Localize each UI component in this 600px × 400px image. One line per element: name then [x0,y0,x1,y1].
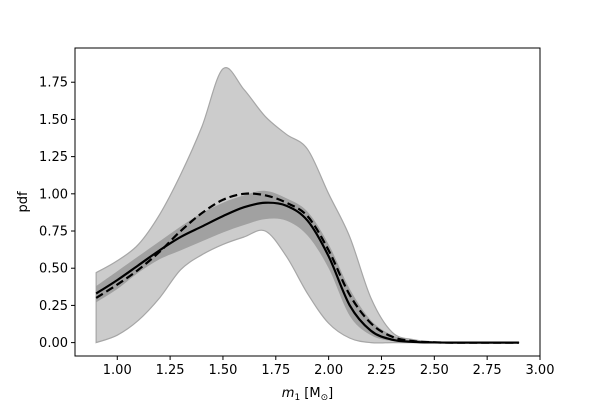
plot-area [74,47,541,357]
x-tick-label: 2.50 [420,363,449,378]
y-tick-label: 0.00 [39,336,68,351]
dashed-pdf-line [95,192,519,344]
x-tick-label: 1.25 [156,363,185,378]
plot-frame [74,47,541,357]
x-axis-label-unit-sub: ⊙ [321,393,329,400]
pdf-lines [95,192,519,344]
y-tick-label: 1.00 [39,187,68,202]
x-axis-label-var: m [282,386,295,400]
x-tick-label: 1.50 [208,363,237,378]
y-tick-label: 0.25 [39,299,68,314]
y-tick-label: 1.75 [39,76,68,91]
x-tick-label: 2.25 [367,363,396,378]
x-tick-label: 1.75 [261,363,290,378]
outer-credible-band [95,67,520,344]
x-tick-label: 2.00 [314,363,343,378]
y-axis-ticks: 0.00 0.25 0.50 0.75 1.00 1.25 1.50 1.75 [39,76,75,351]
x-axis-label-close: ] [328,386,333,400]
y-axis-label: pdf [16,191,31,213]
credible-bands [95,67,520,344]
x-tick-label: 1.00 [103,363,132,378]
x-axis-label: m1 [M⊙] [282,386,333,400]
y-tick-label: 0.50 [39,262,68,277]
inner-credible-band [96,190,519,343]
y-tick-label: 1.25 [39,150,68,165]
x-axis-ticks: 1.00 1.25 1.50 1.75 2.00 2.25 2.50 2.75 3.00 [103,356,555,378]
y-tick-label: 1.50 [39,113,68,128]
x-tick-label: 3.00 [526,363,555,378]
x-axis-label-var-sub: 1 [294,393,300,400]
x-tick-label: 2.75 [473,363,502,378]
y-tick-label: 0.75 [39,225,68,240]
x-axis-label-unit: [M [300,386,320,400]
